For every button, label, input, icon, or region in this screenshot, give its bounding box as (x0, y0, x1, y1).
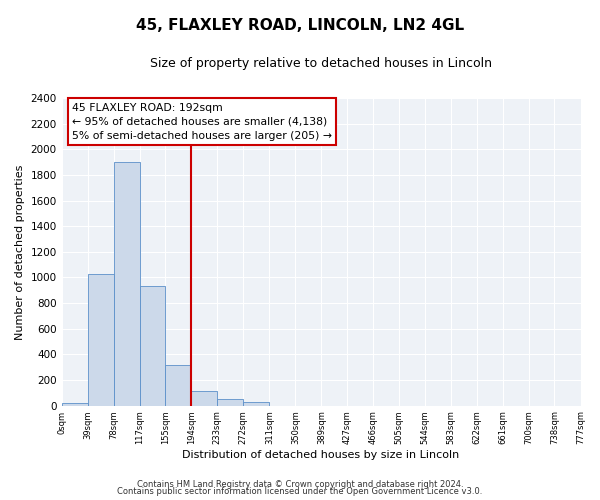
Bar (62, 403, 88, 406)
Text: Contains public sector information licensed under the Open Government Licence v3: Contains public sector information licen… (118, 487, 482, 496)
Bar (243, 402, 269, 406)
Bar (217, 398, 243, 406)
Bar (88, 274, 114, 406)
Y-axis label: Number of detached properties: Number of detached properties (15, 164, 25, 340)
Bar (191, 392, 217, 406)
Bar (165, 364, 191, 406)
Text: 45 FLAXLEY ROAD: 192sqm
← 95% of detached houses are smaller (4,138)
5% of semi-: 45 FLAXLEY ROAD: 192sqm ← 95% of detache… (72, 102, 332, 141)
Bar (114, 162, 140, 406)
Text: Contains HM Land Registry data © Crown copyright and database right 2024.: Contains HM Land Registry data © Crown c… (137, 480, 463, 489)
Title: Size of property relative to detached houses in Lincoln: Size of property relative to detached ho… (150, 58, 492, 70)
Text: 45, FLAXLEY ROAD, LINCOLN, LN2 4GL: 45, FLAXLEY ROAD, LINCOLN, LN2 4GL (136, 18, 464, 32)
Bar (140, 286, 165, 406)
X-axis label: Distribution of detached houses by size in Lincoln: Distribution of detached houses by size … (182, 450, 460, 460)
